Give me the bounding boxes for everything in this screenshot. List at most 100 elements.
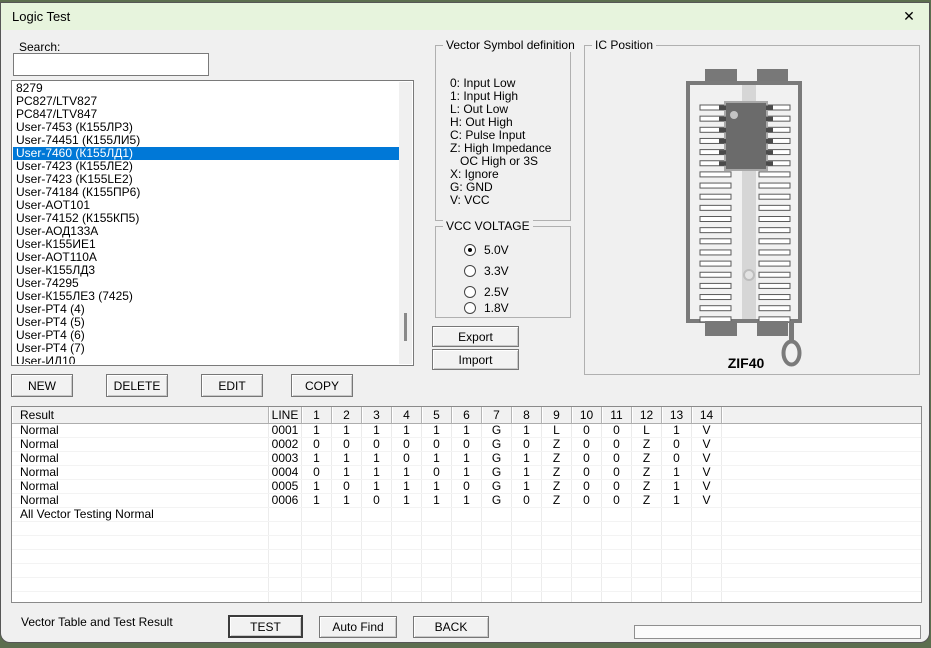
column-header-10[interactable]: 10 (572, 407, 602, 423)
vector-cell: 1 (422, 452, 452, 465)
column-header-11[interactable]: 11 (602, 407, 632, 423)
vector-cell (542, 550, 572, 563)
export-button[interactable]: Export (432, 326, 519, 347)
test-button[interactable]: TEST (228, 615, 303, 638)
list-item[interactable]: 8279 (16, 82, 43, 95)
vector-symbol-line: L: Out Low (450, 102, 509, 116)
list-item[interactable]: PC827/LTV827 (16, 94, 98, 108)
list-item[interactable]: User-АОД133А (16, 224, 99, 238)
list-scrollbar[interactable] (399, 82, 412, 364)
vector-cell (632, 522, 662, 535)
column-header-Result[interactable]: Result (12, 407, 269, 423)
column-header-13[interactable]: 13 (662, 407, 692, 423)
column-header-7[interactable]: 7 (482, 407, 512, 423)
column-header-12[interactable]: 12 (632, 407, 662, 423)
vector-symbol-line: OC High or 3S (450, 154, 539, 168)
table-row[interactable]: Normal 0006 1 1 0 1 1 1 G 0 Z 0 0 Z 1 V (12, 494, 921, 508)
column-header-14[interactable]: 14 (692, 407, 722, 423)
filler-cell (722, 424, 921, 437)
column-header-3[interactable]: 3 (362, 407, 392, 423)
vector-cell: 0 (512, 494, 542, 507)
vcc-radio-1.8V[interactable]: 1.8V (464, 301, 509, 315)
list-item[interactable]: User-7460 (К155ЛД1) (13, 147, 399, 160)
list-item[interactable]: User-К155ЛД3 (16, 263, 96, 277)
vector-cell (422, 508, 452, 521)
vector-cell (392, 536, 422, 549)
column-header-1[interactable]: 1 (302, 407, 332, 423)
vector-cell (512, 592, 542, 602)
vector-cell: 1 (332, 494, 362, 507)
auto-find-button[interactable]: Auto Find (319, 616, 397, 638)
table-row[interactable]: Normal 0002 0 0 0 0 0 0 G 0 Z 0 0 Z 0 V (12, 438, 921, 452)
vector-cell: V (692, 452, 722, 465)
list-item[interactable]: User-РТ4 (5) (16, 315, 85, 329)
search-input[interactable] (13, 53, 209, 76)
list-item[interactable]: User-РТ4 (4) (16, 302, 85, 316)
list-item[interactable]: User-74295 (16, 276, 79, 290)
list-item[interactable]: User-7423 (К155ЛЕ2) (16, 159, 133, 173)
chip-listbox[interactable]: 8279 PC827/LTV827 PC847/LTV847 User-7453 (К… (11, 80, 414, 366)
scrollbar-thumb[interactable] (404, 313, 407, 341)
column-header-5[interactable]: 5 (422, 407, 452, 423)
vcc-radio-5.0V[interactable]: 5.0V (464, 243, 509, 257)
column-header-2[interactable]: 2 (332, 407, 362, 423)
vector-cell: 0 (602, 494, 632, 507)
list-item[interactable]: User-РТ4 (7) (16, 341, 85, 355)
result-table[interactable]: Result LINE 1 2 3 4 5 6 7 8 9 10 11 12 13 14 Normal 0001… (11, 406, 922, 603)
vector-cell (572, 536, 602, 549)
radio-label: 2.5V (484, 285, 509, 299)
list-item[interactable]: User-74152 (К155КП5) (16, 211, 140, 225)
vector-cell: 1 (362, 466, 392, 479)
vector-cell: Z (632, 438, 662, 451)
list-item[interactable]: PC847/LTV847 (16, 107, 98, 121)
column-header-LINE[interactable]: LINE (269, 407, 302, 423)
list-item[interactable]: User-74451 (К155ЛИ5) (16, 133, 141, 147)
list-item[interactable]: User-К155ЛЕ3 (7425) (16, 289, 133, 303)
copy-button[interactable]: COPY (291, 374, 353, 397)
filler-cell (722, 592, 921, 602)
vector-symbol-line: G: GND (450, 180, 493, 194)
vector-cell (572, 564, 602, 577)
table-row[interactable]: Normal 0001 1 1 1 1 1 1 G 1 L 0 0 L 1 V (12, 424, 921, 438)
vector-cell: G (482, 424, 512, 437)
import-button[interactable]: Import (432, 349, 519, 370)
title-bar[interactable]: Logic Test ✕ (1, 3, 929, 30)
vector-cell: 1 (662, 480, 692, 493)
table-row[interactable]: Normal 0003 1 1 1 0 1 1 G 1 Z 0 0 Z 0 V (12, 452, 921, 466)
edit-button[interactable]: EDIT (201, 374, 263, 397)
vcc-radio-3.3V[interactable]: 3.3V (464, 264, 509, 278)
new-button[interactable]: NEW (11, 374, 73, 397)
vcc-voltage-groupbox: VCC VOLTAGE 5.0V 3.3V 2.5V 1.8V (435, 219, 571, 318)
table-row[interactable]: Normal 0004 0 1 1 1 0 1 G 1 Z 0 0 Z 1 V (12, 466, 921, 480)
column-header-6[interactable]: 6 (452, 407, 482, 423)
list-item[interactable]: User-ИД10 (16, 354, 76, 365)
list-item[interactable]: User-7453 (К155ЛР3) (16, 120, 133, 134)
vector-cell: 1 (302, 494, 332, 507)
list-item[interactable]: User-АОТ110А (16, 250, 97, 264)
vector-cell: 1 (512, 424, 542, 437)
close-icon[interactable]: ✕ (903, 8, 915, 24)
vector-cell (452, 522, 482, 535)
vector-cell: 0 (452, 438, 482, 451)
vector-cell (662, 564, 692, 577)
list-item[interactable]: User-AOT101 (16, 198, 91, 212)
vector-cell: 1 (392, 494, 422, 507)
column-header-8[interactable]: 8 (512, 407, 542, 423)
radio-label: 5.0V (484, 243, 509, 257)
list-item[interactable]: User-7423 (K155LE2) (16, 172, 133, 186)
back-button[interactable]: BACK (413, 616, 489, 638)
table-row[interactable]: Normal 0005 1 0 1 1 1 0 G 1 Z 0 0 Z 1 V (12, 480, 921, 494)
list-item[interactable]: User-К155ИЕ1 (16, 237, 96, 251)
vcc-radio-2.5V[interactable]: 2.5V (464, 285, 509, 299)
vector-cell (512, 550, 542, 563)
vector-cell: 0 (452, 480, 482, 493)
vector-cell: 1 (302, 480, 332, 493)
vector-cell (302, 508, 332, 521)
column-header-9[interactable]: 9 (542, 407, 572, 423)
list-item[interactable]: User-РТ4 (6) (16, 328, 85, 342)
delete-button[interactable]: DELETE (106, 374, 168, 397)
vector-cell: 1 (392, 480, 422, 493)
vector-cell: Z (542, 480, 572, 493)
column-header-4[interactable]: 4 (392, 407, 422, 423)
list-item[interactable]: User-74184 (К155ПР6) (16, 185, 141, 199)
